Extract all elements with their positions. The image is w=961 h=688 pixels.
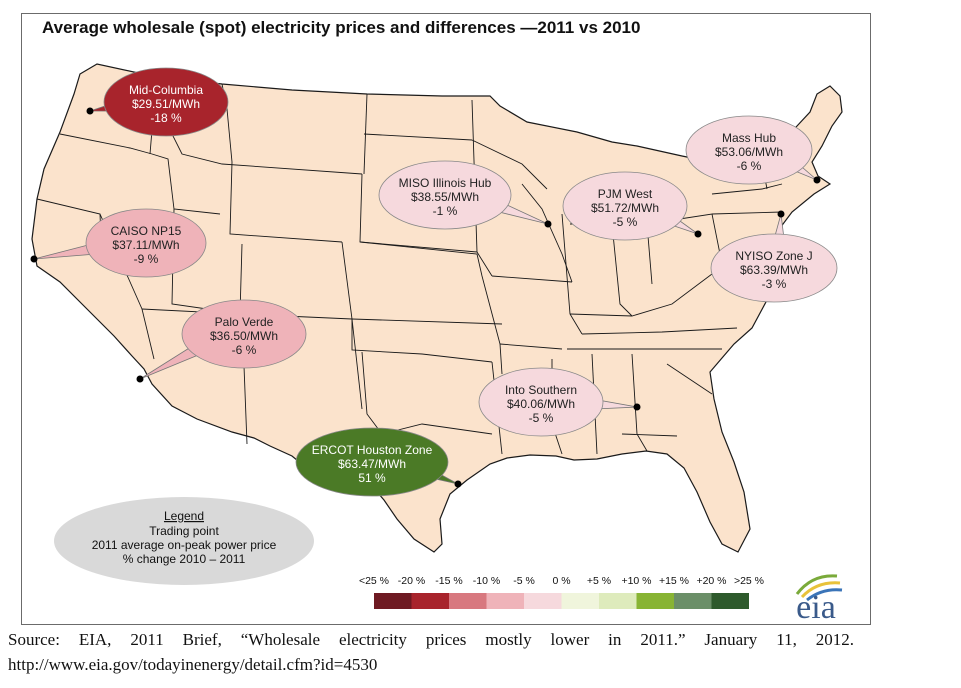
hub-name: CAISO NP15 (111, 224, 182, 238)
scale-label: -20 % (398, 575, 425, 587)
trading-point-marker (813, 176, 821, 184)
hub-price: $40.06/MWh (507, 397, 575, 411)
trading-point-callout: NYISO Zone J$63.39/MWh-3 % (710, 210, 838, 303)
trading-point-callout: CAISO NP15$37.11/MWh-9 % (30, 208, 207, 278)
scale-box (711, 593, 749, 609)
hub-name: Mid-Columbia (129, 83, 203, 97)
scale-box (561, 593, 599, 609)
scale-box (374, 593, 412, 609)
trading-point-marker (86, 107, 94, 115)
hub-name: Into Southern (505, 383, 577, 397)
source-citation: Source: EIA, 2011 Brief, “Wholesale elec… (8, 630, 854, 649)
color-scale (374, 593, 749, 609)
hub-price: $51.72/MWh (591, 201, 659, 215)
hub-change: -18 % (150, 111, 182, 125)
legend-line1: Trading point (149, 524, 219, 538)
map-frame: <25 % -20 % -15 % -10 % -5 % 0 % +5 % +10 % +15 … (21, 13, 871, 625)
hub-change: -1 % (433, 204, 458, 218)
trading-point-callout: MISO Illinois Hub$38.55/MWh-1 % (378, 160, 552, 230)
eia-logo-arc-blue (806, 588, 843, 602)
hub-change: -5 % (613, 215, 638, 229)
scale-box (524, 593, 562, 609)
callout-bubble (181, 299, 307, 369)
eia-logo: eia (795, 574, 843, 624)
hub-change: 51 % (358, 471, 386, 485)
callout-bubble (103, 67, 229, 137)
hub-name: ERCOT Houston Zone (312, 443, 433, 457)
legend-heading: Legend (164, 509, 204, 523)
hub-change: -3 % (762, 277, 787, 291)
trading-point-marker (136, 375, 144, 383)
hub-name: MISO Illinois Hub (399, 176, 492, 190)
hub-price: $29.51/MWh (132, 97, 200, 111)
hub-name: Palo Verde (215, 315, 274, 329)
trading-point-marker (777, 210, 785, 218)
scale-label: >25 % (734, 575, 764, 587)
scale-label: +15 % (659, 575, 689, 587)
trading-point-callout: Palo Verde$36.50/MWh-6 % (136, 299, 307, 383)
callout-bubble (478, 367, 604, 437)
scale-label: -5 % (513, 575, 535, 587)
callout-bubble (710, 233, 838, 303)
scale-box (486, 593, 524, 609)
trading-point-marker (633, 403, 641, 411)
trading-point-callout: PJM West$51.72/MWh-5 % (562, 171, 702, 241)
trading-point-callout: Mass Hub$53.06/MWh-6 % (685, 115, 821, 185)
callout-bubble (295, 427, 449, 497)
map-title: Average wholesale (spot) electricity pri… (42, 18, 641, 37)
trading-point-marker (544, 220, 552, 228)
scale-box (674, 593, 712, 609)
scale-label: +10 % (621, 575, 651, 587)
hub-change: -5 % (529, 411, 554, 425)
hub-price: $63.47/MWh (338, 457, 406, 471)
legend-line2: 2011 average on-peak power price (92, 538, 277, 552)
source-url: http://www.eia.gov/todayinenergy/detail.… (8, 655, 378, 674)
legend-bubble (54, 497, 314, 585)
scale-box (599, 593, 637, 609)
trading-point-marker (694, 230, 702, 238)
callout-bubble (378, 160, 512, 230)
color-scale-labels: <25 % -20 % -15 % -10 % -5 % 0 % +5 % +10 % +15 … (359, 575, 764, 587)
trading-point-callouts: Mid-Columbia$29.51/MWh-18 % CAISO NP15$37… (30, 67, 838, 497)
us-map: <25 % -20 % -15 % -10 % -5 % 0 % +5 % +10 % +15 … (30, 63, 843, 624)
scale-label: +20 % (696, 575, 726, 587)
scale-label: 0 % (552, 575, 570, 587)
callout-bubble (85, 208, 207, 278)
hub-change: -6 % (737, 159, 762, 173)
callout-bubble (685, 115, 813, 185)
callout-bubble (562, 171, 688, 241)
eia-logo-arc-yellow (800, 581, 841, 599)
scale-box (636, 593, 674, 609)
hub-price: $38.55/MWh (411, 190, 479, 204)
hub-change: -9 % (134, 252, 159, 266)
scale-box (449, 593, 487, 609)
hub-price: $36.50/MWh (210, 329, 278, 343)
map-legend: Legend Trading point 2011 average on-pea… (54, 497, 314, 585)
hub-name: PJM West (598, 187, 653, 201)
scale-box (411, 593, 449, 609)
hub-price: $63.39/MWh (740, 263, 808, 277)
scale-label: +5 % (587, 575, 611, 587)
trading-point-callout: Into Southern$40.06/MWh-5 % (478, 367, 641, 437)
hub-price: $37.11/MWh (112, 238, 179, 252)
scale-label: -15 % (435, 575, 462, 587)
trading-point-callout: Mid-Columbia$29.51/MWh-18 % (86, 67, 229, 137)
hub-name: Mass Hub (722, 131, 776, 145)
legend-line3: % change 2010 – 2011 (123, 552, 246, 566)
hub-price: $53.06/MWh (715, 145, 783, 159)
scale-label: -10 % (473, 575, 500, 587)
hub-name: NYISO Zone J (735, 249, 812, 263)
trading-point-marker (30, 255, 38, 263)
eia-logo-text: eia (796, 589, 836, 624)
scale-label: <25 % (359, 575, 389, 587)
trading-point-marker (454, 480, 462, 488)
eia-logo-arc-green (795, 574, 838, 595)
hub-change: -6 % (232, 343, 257, 357)
